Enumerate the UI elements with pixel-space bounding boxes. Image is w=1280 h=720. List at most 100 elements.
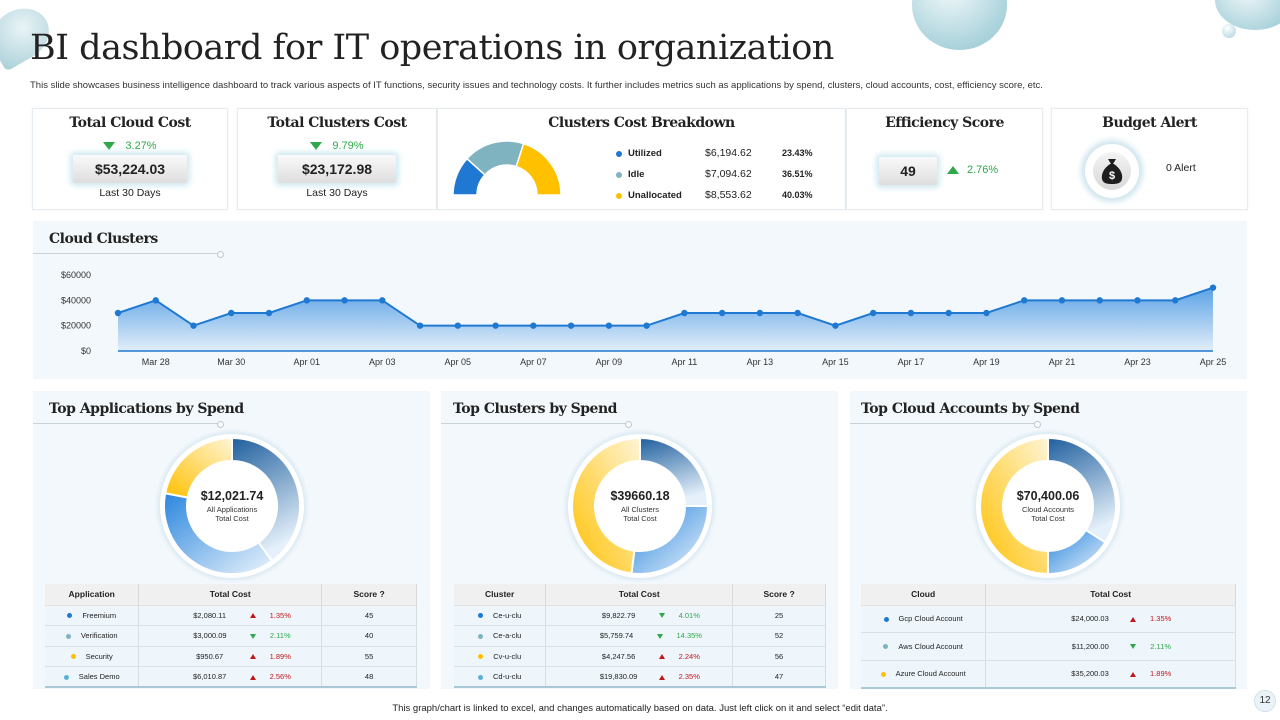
clusters-cost-breakdown-card: Clusters Cost Breakdown Utilized $6,194.…: [437, 108, 846, 210]
trend-up-icon: [1130, 671, 1137, 677]
svg-text:$: $: [1109, 170, 1115, 182]
donut-total: $39660.18: [610, 489, 670, 503]
down-arrow-icon: [103, 142, 116, 151]
area-fill: [118, 287, 1213, 351]
column-header: Score ?: [732, 584, 826, 606]
applications-donut-chart: [163, 436, 301, 575]
name-cell: Ce-u-clu: [454, 605, 547, 626]
data-point: [756, 309, 764, 317]
row-cost: $6,010.87: [192, 672, 227, 681]
row-name: Verification: [80, 631, 118, 641]
budget-alert-card: Budget Alert $ 0 Alert: [1051, 108, 1248, 210]
kpi-period: Last 30 Days: [306, 187, 368, 199]
cost-cell: $4,247.56 2.24%: [545, 646, 734, 667]
cloud-accounts-table: Cloud Total Cost Gcp Cloud Account $24,00…: [861, 584, 1236, 689]
data-point: [1209, 284, 1217, 291]
kpi-title: Total Cloud Cost: [69, 115, 191, 131]
donut-segment: [571, 436, 641, 575]
trend-up-icon: [658, 654, 665, 660]
donut-total: $12,021.74: [200, 489, 264, 503]
cost-cell: $9,822.79 4.01%: [545, 605, 734, 626]
down-arrow-icon: [310, 142, 323, 151]
y-tick-label: $0: [81, 346, 91, 356]
trend-up-icon: [1130, 616, 1137, 622]
kpi-change: 3.27%: [33, 140, 227, 152]
cost-cell: $5,759.74 14.35%: [545, 625, 734, 647]
data-point: [983, 309, 990, 317]
footer-note: This graph/chart is linked to excel, and…: [392, 703, 888, 714]
donut-segment: [979, 436, 1049, 576]
trend-down-icon: [658, 613, 665, 619]
name-cell: Freemium: [45, 605, 140, 626]
panel-title: Top Applications by Spend: [49, 401, 244, 417]
row-name: Aws Cloud Account: [898, 641, 963, 651]
row-change: 2.56%: [269, 672, 291, 681]
donut-label: Total Cost: [215, 514, 249, 523]
kpi-value: $53,224.03: [73, 155, 187, 183]
donut-label: Total Cost: [1031, 514, 1065, 523]
x-tick-label: Apr 09: [596, 357, 623, 367]
efficiency-value: 49: [879, 157, 937, 185]
data-point: [567, 322, 575, 329]
row-change: 1.89%: [269, 651, 291, 661]
y-tick-label: $40000: [61, 295, 91, 305]
name-cell: Gcp Cloud Account: [861, 605, 987, 633]
name-cell: Ce-a-clu: [454, 625, 547, 647]
row-name: Freemium: [82, 610, 117, 620]
panel-title: Top Cloud Accounts by Spend: [861, 401, 1080, 417]
data-point: [681, 309, 688, 317]
row-score: 47: [732, 666, 826, 688]
cost-cell: $24,000.03 1.35%: [985, 605, 1236, 633]
legend-percent: 40.03%: [782, 190, 813, 200]
donut-segment: [164, 436, 233, 499]
row-change: 2.24%: [678, 651, 700, 661]
x-tick-label: Mar 28: [142, 357, 170, 367]
legend-dot: [616, 193, 622, 199]
page-subtitle: This slide showcases business intelligen…: [30, 80, 1043, 91]
data-point: [945, 309, 952, 317]
table-row: Verification $3,000.09 2.11% 40: [45, 625, 417, 647]
column-header: Total Cost: [985, 584, 1236, 606]
row-cost: $5,759.74: [599, 631, 634, 641]
cost-cell: $950.67 1.89%: [138, 646, 323, 667]
legend-dot: [616, 151, 622, 157]
page-title: BI dashboard for IT operations in organi…: [30, 28, 834, 68]
row-dot: [478, 674, 483, 680]
row-dot: [883, 644, 889, 650]
row-cost: $24,000.03: [1071, 614, 1109, 624]
x-tick-label: Apr 01: [294, 357, 321, 367]
data-point: [718, 309, 726, 317]
donut-center: $39660.18 All Clusters Total Cost: [568, 489, 712, 523]
data-point: [228, 309, 235, 317]
legend-dot: [616, 172, 622, 178]
table-row: Cv-u-clu $4,247.56 2.24% 56: [454, 646, 826, 667]
decorative-bubble: [1222, 24, 1236, 38]
divider: [33, 251, 224, 258]
name-cell: Sales Demo: [45, 666, 140, 688]
cloud-clusters-chart: $60000 $40000 $20000 $0 Mar 28 Mar 30 Apr 01 Ap…: [61, 270, 1226, 367]
kpi-title: Total Clusters Cost: [267, 115, 407, 131]
efficiency-change-value: 2.76%: [967, 164, 999, 176]
name-cell: Security: [45, 646, 140, 667]
y-tick-label: $20000: [61, 321, 91, 331]
cost-cell: $6,010.87 2.56%: [138, 666, 323, 688]
trend-down-icon: [1130, 644, 1137, 650]
table-row: Security $950.67 1.89% 55: [45, 646, 417, 667]
x-tick-label: Apr 15: [822, 357, 849, 367]
row-name: Security: [85, 651, 113, 661]
cost-cell: $19,830.09 2.35%: [545, 666, 734, 688]
row-name: Azure Cloud Account: [895, 669, 966, 678]
trend-up-icon: [249, 654, 256, 660]
x-tick-label: Apr 05: [445, 357, 472, 367]
clusters-donut-chart: [571, 436, 710, 575]
table-row: Cd-u-clu $19,830.09 2.35% 47: [454, 666, 826, 688]
data-point: [341, 297, 348, 304]
panel-title: Cloud Clusters: [49, 231, 158, 247]
table-row: Gcp Cloud Account $24,000.03 1.35%: [861, 605, 1236, 633]
name-cell: Cd-u-clu: [454, 666, 547, 688]
table-row: Sales Demo $6,010.87 2.56% 48: [45, 666, 417, 688]
data-point: [1096, 297, 1103, 304]
clusters-donut-frame: $39660.18 All Clusters Total Cost: [568, 434, 712, 578]
donut-label: All Clusters: [621, 505, 659, 514]
data-point: [907, 309, 915, 317]
